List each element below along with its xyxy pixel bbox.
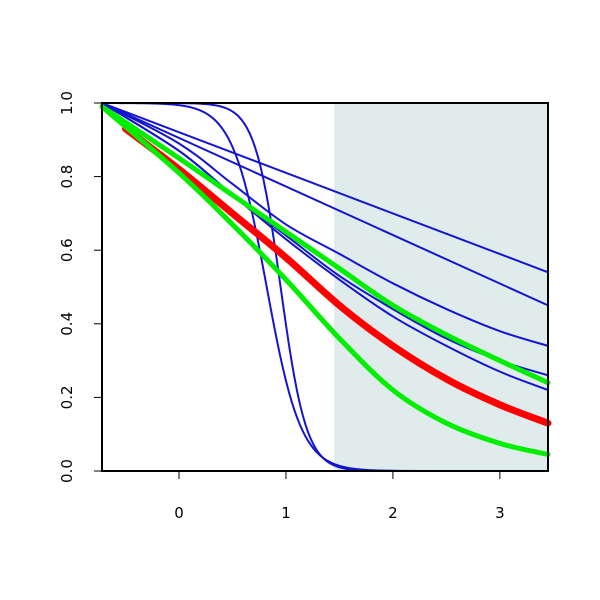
x-tick-label: 0 [174, 504, 184, 522]
series-line-green-9 [99, 104, 551, 386]
y-tick-label: 0.6 [58, 238, 76, 262]
y-tick-label: 1.0 [58, 91, 76, 115]
x-tick-label: 1 [281, 504, 291, 522]
plot-frame [101, 102, 549, 472]
x-tick-label: 3 [495, 504, 505, 522]
series-line-blue-2 [101, 102, 549, 307]
series-line-green-10 [99, 104, 551, 457]
series-line-blue-5 [101, 102, 549, 392]
y-tick-label: 0.4 [58, 312, 76, 336]
series-line-red-8 [122, 125, 552, 427]
series-line-blue-1 [101, 102, 549, 274]
y-tick-label: 0.8 [58, 165, 76, 189]
y-tick-label: 0.2 [58, 385, 76, 409]
axis-layer: 0 1 2 3 0.0 0.2 0.4 0.6 0.8 1.0 [58, 91, 505, 522]
y-tick-label: 0.0 [58, 459, 76, 483]
x-tick-label: 2 [388, 504, 398, 522]
series-line-blue-3 [101, 102, 549, 347]
